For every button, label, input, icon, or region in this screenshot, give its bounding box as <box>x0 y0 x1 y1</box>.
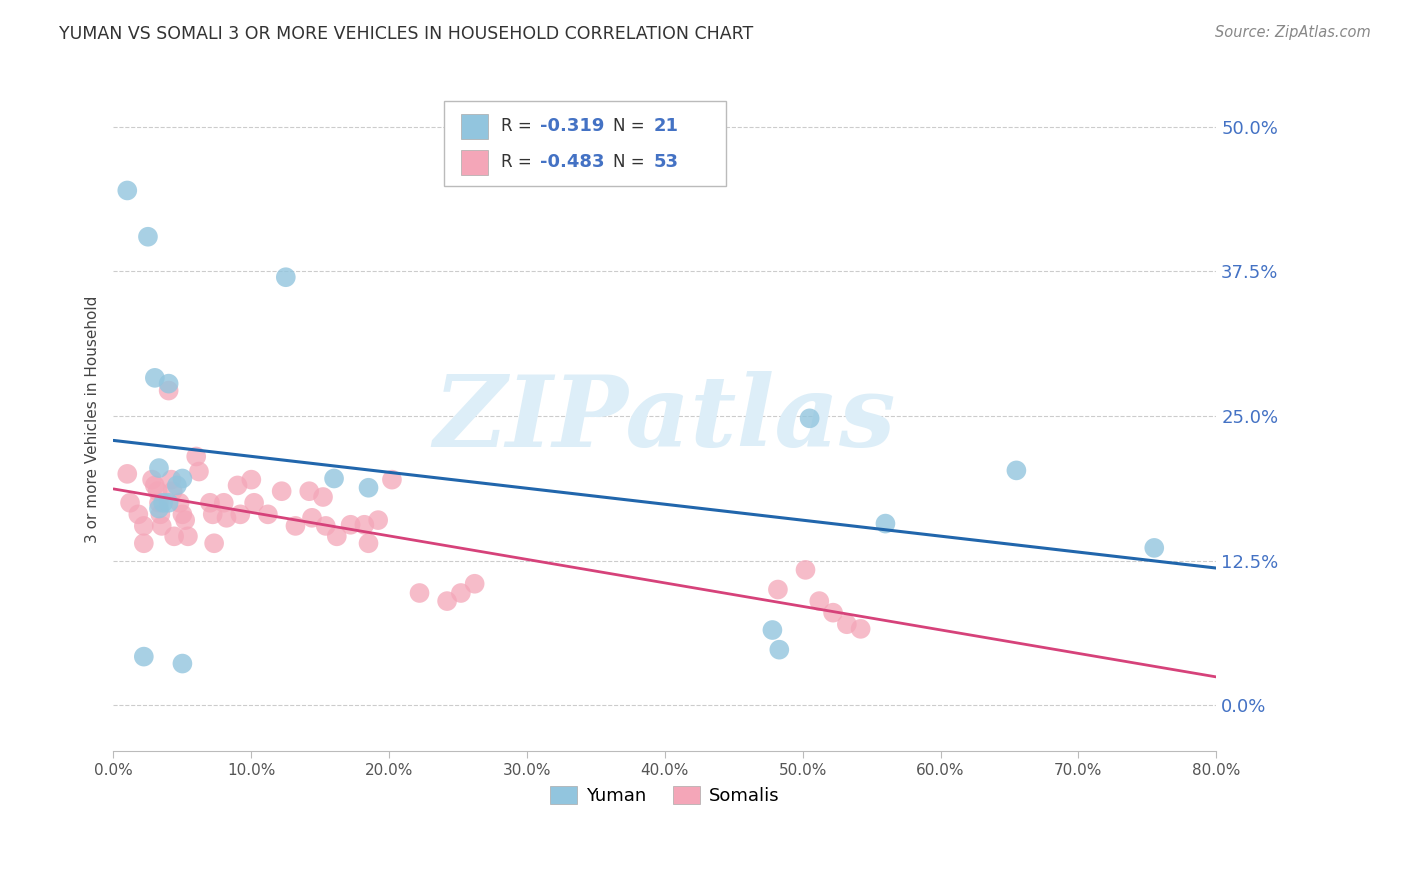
Point <box>157 384 180 398</box>
Point <box>148 461 170 475</box>
Point <box>301 511 323 525</box>
Legend: Yuman, Somalis: Yuman, Somalis <box>543 779 787 813</box>
Bar <box>461 113 488 139</box>
Point <box>166 478 188 492</box>
Point <box>136 229 159 244</box>
Bar <box>461 150 488 175</box>
Point <box>357 481 380 495</box>
Point <box>132 536 155 550</box>
Point <box>270 484 292 499</box>
Point <box>157 496 180 510</box>
Point <box>1143 541 1166 555</box>
Point <box>761 623 783 637</box>
Point <box>243 496 266 510</box>
Point <box>201 508 224 522</box>
Point <box>163 529 186 543</box>
Point <box>835 617 858 632</box>
Point <box>323 471 346 485</box>
Y-axis label: 3 or more Vehicles in Household: 3 or more Vehicles in Household <box>86 295 100 542</box>
Point <box>186 450 208 464</box>
Point <box>215 511 238 525</box>
Point <box>152 496 174 510</box>
Point <box>274 270 297 285</box>
Point <box>132 649 155 664</box>
Point <box>298 484 321 499</box>
Point <box>823 606 845 620</box>
Point <box>766 582 789 597</box>
Point <box>188 465 211 479</box>
Point <box>117 184 139 198</box>
Point <box>132 519 155 533</box>
Point <box>141 473 163 487</box>
Point <box>150 519 173 533</box>
Point <box>326 529 349 543</box>
Text: Source: ZipAtlas.com: Source: ZipAtlas.com <box>1215 25 1371 40</box>
Point <box>157 376 180 391</box>
Point <box>367 513 389 527</box>
Text: YUMAN VS SOMALI 3 OR MORE VEHICLES IN HOUSEHOLD CORRELATION CHART: YUMAN VS SOMALI 3 OR MORE VEHICLES IN HO… <box>59 25 754 43</box>
Text: N =: N = <box>613 117 650 136</box>
Point <box>143 371 166 385</box>
Point <box>143 478 166 492</box>
Point <box>149 508 172 522</box>
Point <box>148 496 170 510</box>
Point <box>172 508 194 522</box>
FancyBboxPatch shape <box>444 101 725 186</box>
Point <box>357 536 380 550</box>
Text: 21: 21 <box>654 117 679 136</box>
Point <box>117 467 139 481</box>
Point <box>169 496 191 510</box>
Point <box>799 411 821 425</box>
Point <box>202 536 225 550</box>
Point <box>198 496 221 510</box>
Point <box>875 516 897 531</box>
Text: -0.483: -0.483 <box>540 153 605 171</box>
Text: -0.319: -0.319 <box>540 117 605 136</box>
Point <box>339 517 361 532</box>
Point <box>160 473 183 487</box>
Point <box>315 519 337 533</box>
Point <box>229 508 252 522</box>
Point <box>353 517 375 532</box>
Point <box>284 519 307 533</box>
Point <box>148 501 170 516</box>
Point <box>172 657 194 671</box>
Point <box>174 513 197 527</box>
Point <box>127 508 149 522</box>
Point <box>226 478 249 492</box>
Point <box>172 471 194 485</box>
Point <box>177 529 200 543</box>
Point <box>146 484 169 499</box>
Point <box>794 563 817 577</box>
Point <box>408 586 430 600</box>
Text: ZIPatlas: ZIPatlas <box>433 371 896 467</box>
Point <box>450 586 472 600</box>
Point <box>240 473 263 487</box>
Point <box>464 576 486 591</box>
Point <box>162 484 184 499</box>
Text: 53: 53 <box>654 153 679 171</box>
Point <box>212 496 235 510</box>
Point <box>849 622 872 636</box>
Text: R =: R = <box>501 117 537 136</box>
Text: R =: R = <box>501 153 537 171</box>
Point <box>312 490 335 504</box>
Point <box>808 594 831 608</box>
Point <box>381 473 404 487</box>
Point <box>118 496 141 510</box>
Point <box>257 508 280 522</box>
Point <box>436 594 458 608</box>
Text: N =: N = <box>613 153 650 171</box>
Point <box>1005 463 1028 477</box>
Point <box>768 642 790 657</box>
